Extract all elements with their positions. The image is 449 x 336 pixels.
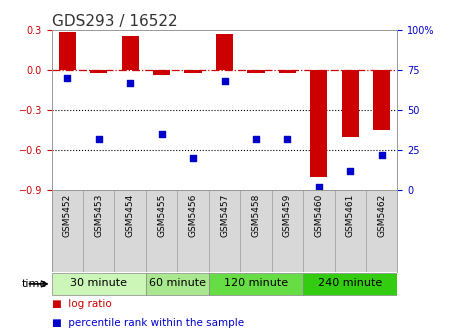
Point [284,136,291,141]
Bar [216,34,233,70]
Bar [247,70,264,73]
Point [378,152,385,157]
Bar [59,32,76,70]
Point [127,80,134,86]
Text: GSM5458: GSM5458 [251,194,260,237]
Text: 30 minute: 30 minute [70,279,127,288]
Bar [122,36,139,70]
Text: GSM5456: GSM5456 [189,194,198,237]
Bar [342,70,359,137]
Bar [90,70,107,73]
Bar [185,70,202,73]
Point [189,155,197,161]
Text: GSM5459: GSM5459 [283,194,292,237]
Text: GSM5452: GSM5452 [63,194,72,237]
Text: GSM5454: GSM5454 [126,194,135,237]
Bar [146,274,209,294]
Point [158,131,165,137]
Text: 120 minute: 120 minute [224,279,288,288]
Bar [209,274,303,294]
Point [315,184,322,190]
Text: GSM5460: GSM5460 [314,194,323,237]
Text: GDS293 / 16522: GDS293 / 16522 [52,14,177,29]
Bar [279,70,296,73]
Text: GSM5457: GSM5457 [220,194,229,237]
Point [95,136,102,141]
Point [221,79,228,84]
Bar [52,274,146,294]
Text: 240 minute: 240 minute [318,279,383,288]
Bar [373,70,390,130]
Point [252,136,260,141]
Text: 60 minute: 60 minute [149,279,206,288]
Text: ■  percentile rank within the sample: ■ percentile rank within the sample [52,318,244,328]
Point [64,76,71,81]
Text: ■  log ratio: ■ log ratio [52,299,111,309]
Bar [303,274,397,294]
Bar [153,70,170,76]
Text: GSM5461: GSM5461 [346,194,355,237]
Bar [310,70,327,176]
Text: GSM5455: GSM5455 [157,194,166,237]
Text: GSM5462: GSM5462 [377,194,386,237]
Text: GSM5453: GSM5453 [94,194,103,237]
Point [347,168,354,173]
Text: time: time [22,279,47,289]
